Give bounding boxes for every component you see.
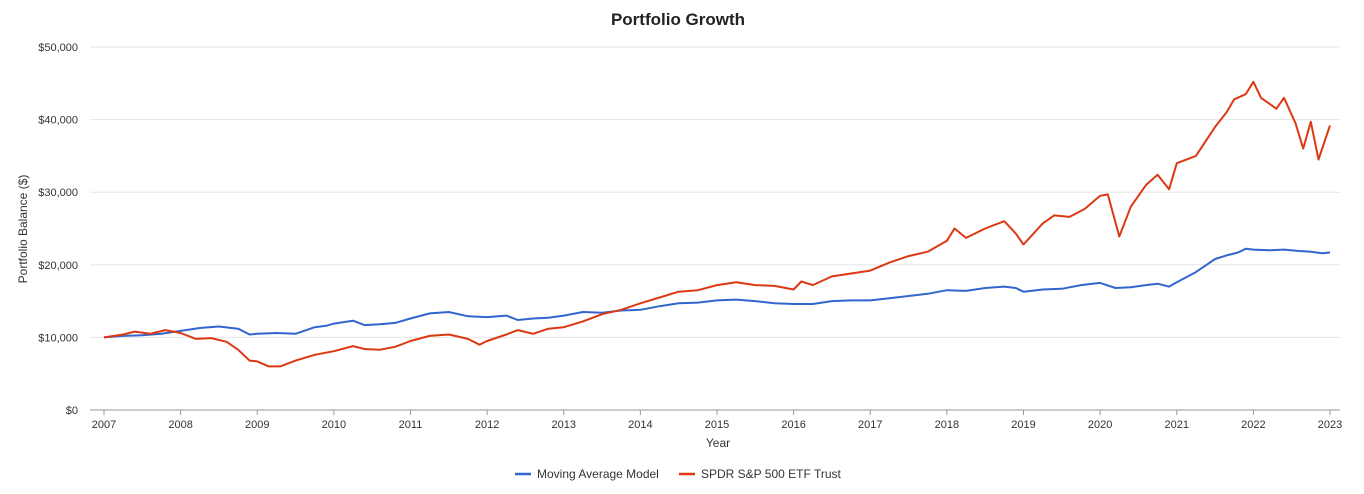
x-axis-ticks: 2007 2008 2009 2010 2011 2012 2013 2014 2015 2016… xyxy=(92,410,1342,431)
x-tick-label: 2016 xyxy=(781,419,805,431)
x-tick-label: 2020 xyxy=(1088,419,1112,431)
series-line-0 xyxy=(103,247,1331,339)
x-tick-label: 2017 xyxy=(858,419,882,431)
x-tick-label: 2022 xyxy=(1241,419,1265,431)
x-tick-label: 2009 xyxy=(245,419,269,431)
x-axis-label: Year xyxy=(706,436,730,450)
x-tick-label: 2011 xyxy=(399,419,423,431)
y-tick-label: $50,000 xyxy=(38,42,78,54)
y-tick-label: $30,000 xyxy=(38,187,78,199)
x-tick-label: 2008 xyxy=(168,419,192,431)
series-line-1 xyxy=(103,80,1331,368)
series-lines xyxy=(103,80,1331,368)
y-axis-ticks: $0 $10,000 $20,000 $30,000 $40,000 $50,000 xyxy=(38,42,78,417)
x-tick-label: 2010 xyxy=(322,419,346,431)
y-tick-label: $10,000 xyxy=(38,332,78,344)
x-tick-label: 2015 xyxy=(705,419,729,431)
x-tick-label: 2007 xyxy=(92,419,116,431)
y-tick-label: $20,000 xyxy=(38,260,78,272)
legend-label: SPDR S&P 500 ETF Trust xyxy=(701,467,841,481)
y-tick-label: $40,000 xyxy=(38,115,78,127)
x-tick-label: 2018 xyxy=(935,419,959,431)
y-tick-label: $0 xyxy=(66,405,78,417)
x-tick-label: 2021 xyxy=(1165,419,1189,431)
legend-label: Moving Average Model xyxy=(537,467,659,481)
x-tick-label: 2023 xyxy=(1318,419,1342,431)
x-tick-label: 2014 xyxy=(628,419,652,431)
x-tick-label: 2012 xyxy=(475,419,499,431)
y-axis-label: Portfolio Balance ($) xyxy=(16,175,30,284)
x-tick-label: 2013 xyxy=(552,419,576,431)
grid-lines xyxy=(90,46,1340,338)
chart-title: Portfolio Growth xyxy=(611,10,745,29)
x-tick-label: 2019 xyxy=(1011,419,1035,431)
legend: Moving Average Model SPDR S&P 500 ETF Tru… xyxy=(515,467,841,481)
